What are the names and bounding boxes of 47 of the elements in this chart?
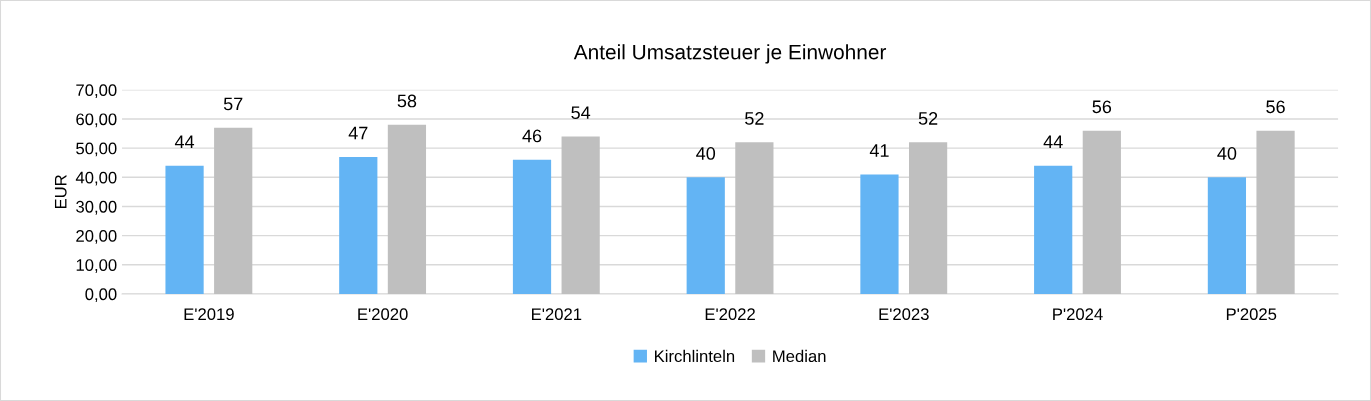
y-tick-label: 60,00 bbox=[76, 113, 117, 128]
x-tick-label: E'2021 bbox=[532, 308, 582, 321]
y-tick-label: 30,00 bbox=[76, 200, 117, 215]
data-label: 41 bbox=[869, 144, 889, 157]
chart-title: Anteil Umsatzsteuer je Einwohner bbox=[573, 44, 887, 64]
data-label: 57 bbox=[223, 97, 243, 111]
legend-label: Median bbox=[773, 349, 826, 363]
bar bbox=[214, 127, 253, 294]
legend-label: Kirchlinteln bbox=[655, 349, 735, 363]
data-label: 56 bbox=[1092, 100, 1112, 114]
x-tick-label: P'2024 bbox=[1053, 308, 1103, 321]
data-label: 46 bbox=[522, 129, 542, 143]
bar bbox=[908, 142, 948, 294]
bar bbox=[1082, 130, 1121, 294]
x-tick-label: E'2020 bbox=[358, 308, 408, 321]
y-axis-title: EUR bbox=[54, 175, 67, 209]
bar bbox=[561, 136, 600, 294]
data-label: 44 bbox=[174, 135, 195, 148]
y-tick-label: 70,00 bbox=[76, 84, 117, 98]
data-label: 52 bbox=[918, 112, 938, 125]
x-tick-label: E'2023 bbox=[879, 308, 929, 321]
bar bbox=[735, 142, 774, 294]
bar bbox=[512, 159, 552, 294]
data-label: 58 bbox=[397, 94, 417, 108]
data-label: 56 bbox=[1266, 100, 1285, 114]
x-tick-label: E'2019 bbox=[184, 308, 234, 321]
bar bbox=[165, 165, 204, 294]
x-tick-label: E'2022 bbox=[705, 308, 755, 321]
bar bbox=[1207, 177, 1247, 294]
y-tick-label: 10,00 bbox=[76, 259, 117, 273]
data-label: 47 bbox=[348, 126, 368, 140]
y-tick-label: 0,00 bbox=[85, 288, 117, 303]
y-tick-label: 40,00 bbox=[75, 171, 117, 186]
data-label: 54 bbox=[571, 106, 591, 120]
bar bbox=[1034, 165, 1073, 294]
data-label: 40 bbox=[1217, 147, 1237, 160]
y-tick-label: 20,00 bbox=[76, 230, 117, 244]
bar bbox=[686, 177, 725, 294]
x-tick-label: P'2025 bbox=[1226, 308, 1277, 321]
bar bbox=[387, 124, 427, 294]
bar bbox=[860, 174, 899, 294]
bar bbox=[1256, 130, 1295, 294]
y-tick-label: 50,00 bbox=[76, 142, 117, 157]
bar bbox=[339, 156, 378, 294]
data-label: 52 bbox=[745, 112, 764, 125]
data-label: 44 bbox=[1043, 135, 1063, 148]
data-label: 40 bbox=[696, 147, 716, 160]
